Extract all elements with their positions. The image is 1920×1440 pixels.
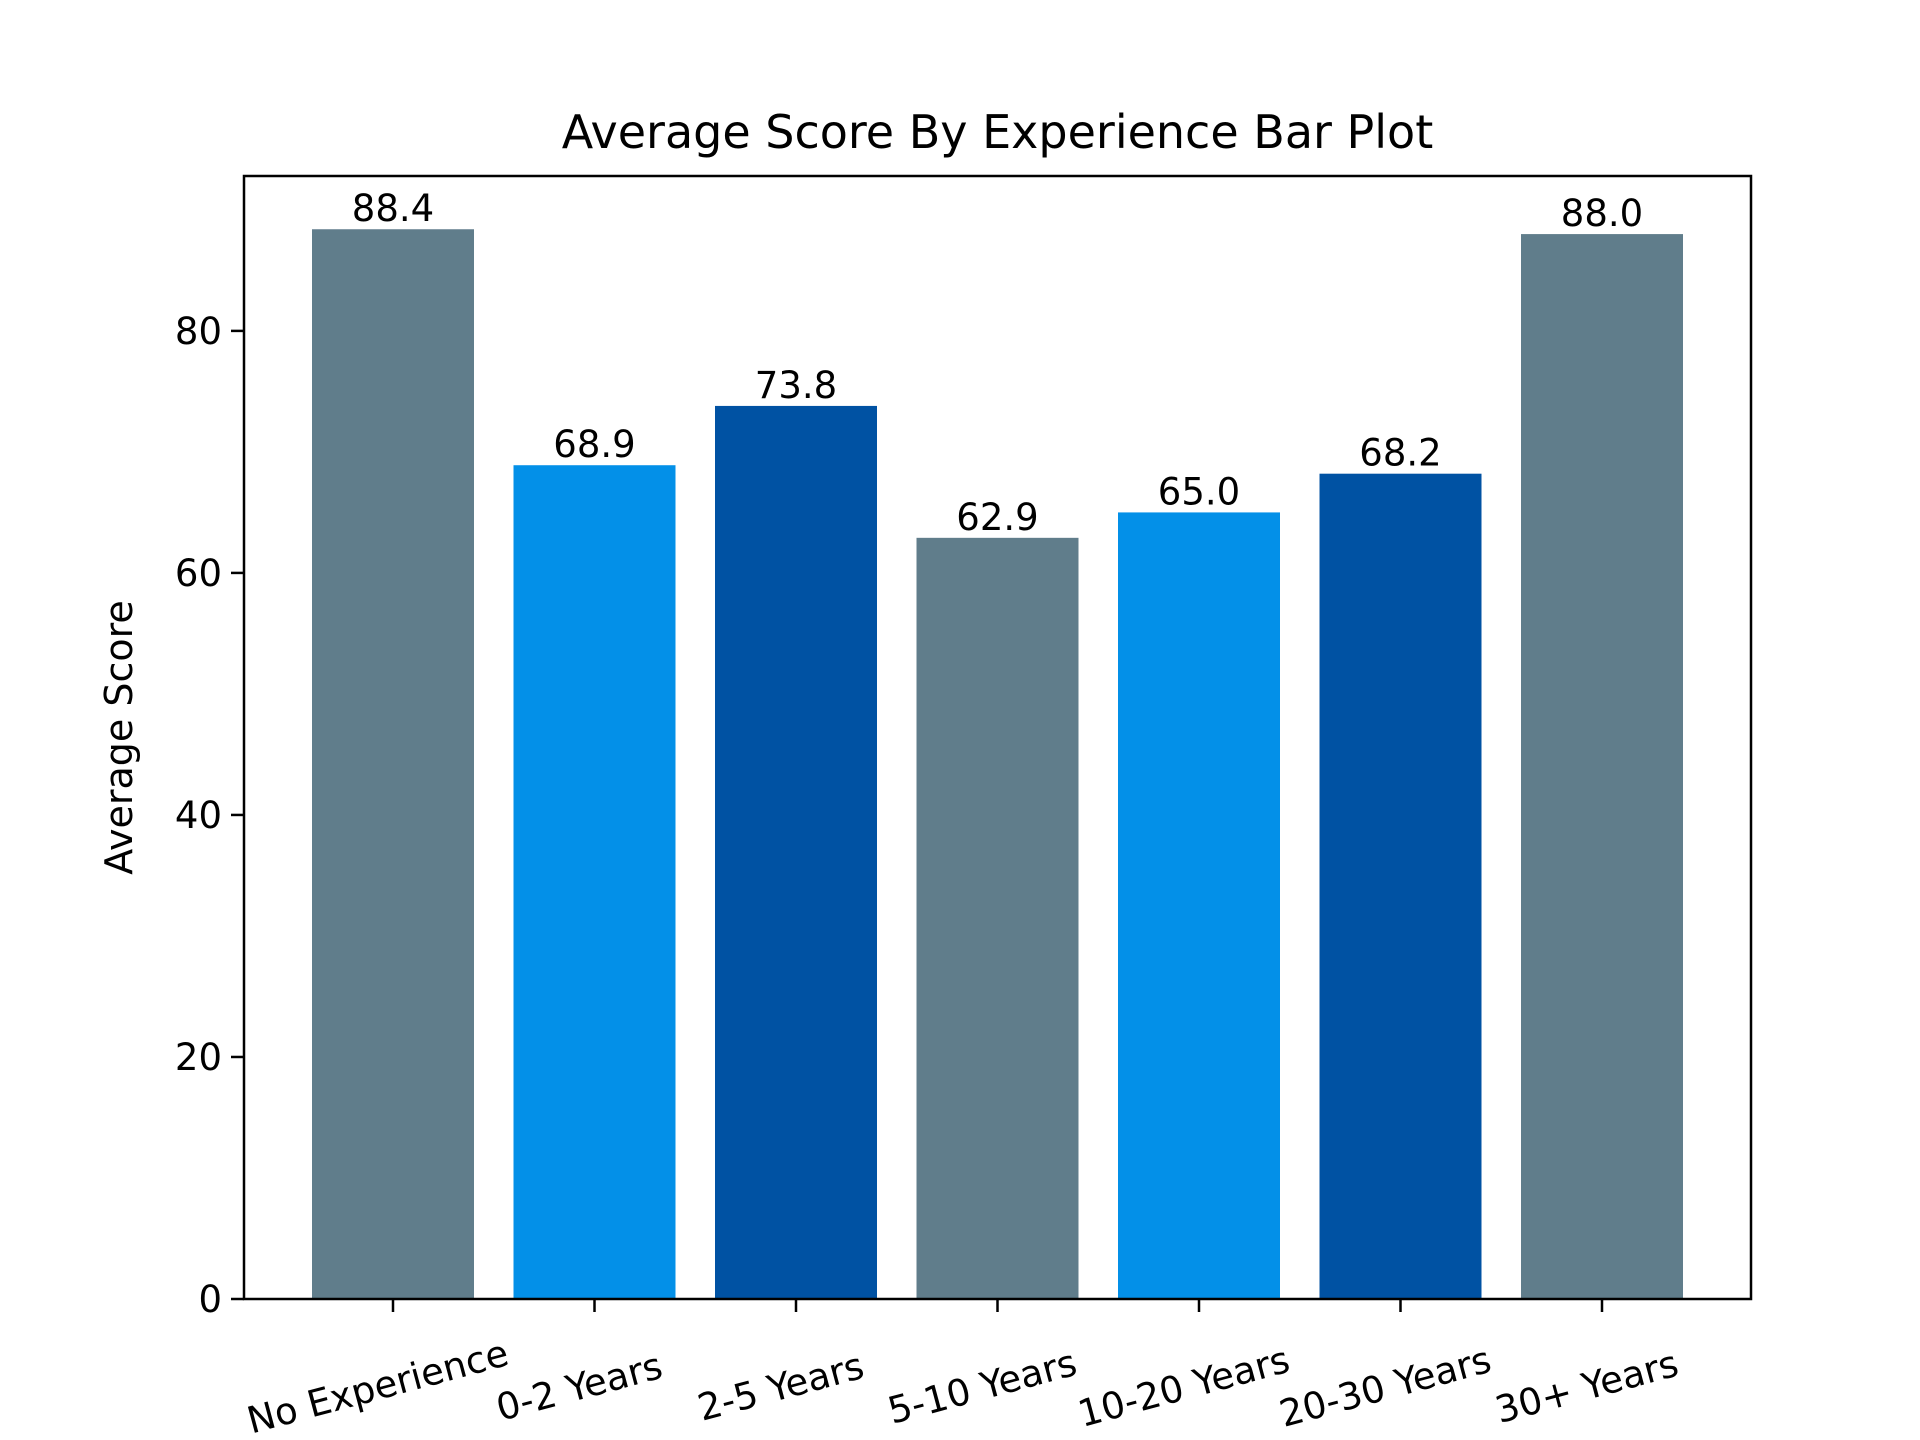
x-tick-label-3: 5-10 Years <box>883 1341 1081 1433</box>
bar-value-label-3: 62.9 <box>956 496 1038 539</box>
x-tick-label-0: No Experience <box>243 1331 513 1440</box>
y-tick-label-2: 40 <box>175 794 222 837</box>
plot-frame <box>242 174 1753 1301</box>
bar-value-label-5: 68.2 <box>1359 432 1441 475</box>
bar-1 <box>513 465 676 1299</box>
bar-value-label-4: 65.0 <box>1158 470 1240 513</box>
bars-layer <box>312 229 1683 1300</box>
x-tick-label-4: 10-20 Years <box>1073 1338 1294 1436</box>
bar-6 <box>1521 234 1683 1300</box>
bar-2 <box>715 405 877 1299</box>
bar-3 <box>916 537 1079 1299</box>
bar-5 <box>1319 473 1482 1300</box>
bar-value-label-0: 88.4 <box>352 187 434 230</box>
x-tick-label-6: 30+ Years <box>1491 1342 1683 1432</box>
y-axis-ticks: 0 20 40 60 80 <box>175 310 244 1321</box>
y-axis-label: Average Score <box>97 600 141 875</box>
y-tick-label-0: 0 <box>198 1278 222 1321</box>
bar-value-label-6: 88.0 <box>1561 192 1643 235</box>
bar-value-label-1: 68.9 <box>553 423 635 466</box>
y-tick-label-1: 20 <box>175 1036 222 1079</box>
x-tick-label-1: 0-2 Years <box>492 1344 667 1429</box>
bar-value-label-2: 73.8 <box>755 364 837 407</box>
y-tick-label-3: 60 <box>175 552 222 595</box>
bar-0 <box>312 229 474 1299</box>
bar-4 <box>1118 512 1280 1299</box>
x-tick-label-5: 20-30 Years <box>1275 1338 1496 1436</box>
chart-title: Average Score By Experience Bar Plot <box>562 105 1434 159</box>
x-tick-label-2: 2-5 Years <box>693 1344 868 1429</box>
y-tick-label-4: 80 <box>175 310 222 353</box>
value-labels-layer: 88.4 68.9 73.8 62.9 65.0 68.2 88.0 <box>352 187 1643 539</box>
